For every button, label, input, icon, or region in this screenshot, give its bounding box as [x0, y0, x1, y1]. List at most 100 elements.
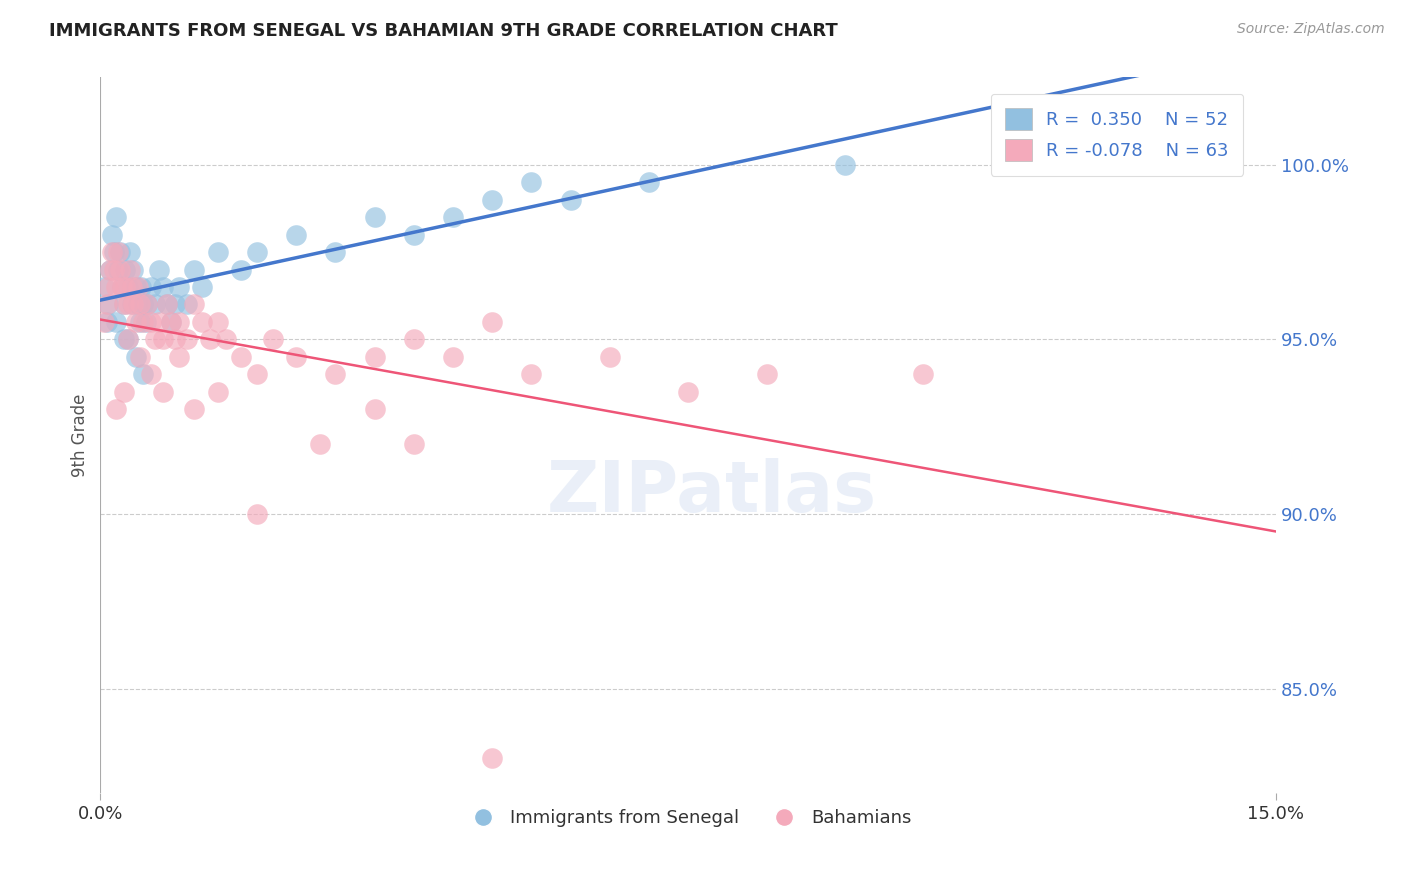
Point — [183, 262, 205, 277]
Point — [93, 280, 115, 294]
Point — [101, 245, 124, 260]
Point — [122, 262, 145, 277]
Point — [107, 245, 129, 260]
Point — [755, 368, 778, 382]
Point — [105, 315, 128, 329]
Point — [117, 332, 139, 346]
Point — [105, 210, 128, 224]
Point — [98, 262, 121, 277]
Point — [148, 315, 170, 329]
Point — [107, 262, 129, 277]
Y-axis label: 9th Grade: 9th Grade — [72, 393, 89, 477]
Point — [912, 368, 935, 382]
Point — [105, 280, 128, 294]
Point — [262, 332, 284, 346]
Point — [207, 315, 229, 329]
Point — [124, 350, 146, 364]
Point — [122, 297, 145, 311]
Point — [112, 384, 135, 399]
Point — [127, 280, 149, 294]
Point — [117, 280, 139, 294]
Point — [402, 332, 425, 346]
Point — [117, 332, 139, 346]
Point — [128, 315, 150, 329]
Point — [93, 315, 115, 329]
Point — [135, 315, 157, 329]
Text: IMMIGRANTS FROM SENEGAL VS BAHAMIAN 9TH GRADE CORRELATION CHART: IMMIGRANTS FROM SENEGAL VS BAHAMIAN 9TH … — [49, 22, 838, 40]
Point — [363, 210, 385, 224]
Point — [325, 245, 347, 260]
Point — [285, 350, 308, 364]
Point — [96, 315, 118, 329]
Point — [176, 297, 198, 311]
Point — [441, 350, 464, 364]
Point — [191, 280, 214, 294]
Point — [191, 315, 214, 329]
Point — [97, 297, 120, 311]
Point — [441, 210, 464, 224]
Point — [402, 227, 425, 242]
Point — [183, 297, 205, 311]
Point — [108, 262, 131, 277]
Point — [246, 507, 269, 521]
Point — [246, 368, 269, 382]
Point — [124, 280, 146, 294]
Point — [132, 368, 155, 382]
Point — [231, 262, 253, 277]
Point — [481, 751, 503, 765]
Point — [103, 245, 125, 260]
Point — [143, 297, 166, 311]
Point — [127, 297, 149, 311]
Point — [481, 193, 503, 207]
Point — [207, 384, 229, 399]
Point — [111, 280, 134, 294]
Point — [363, 350, 385, 364]
Point — [136, 297, 159, 311]
Point — [520, 368, 543, 382]
Point — [108, 245, 131, 260]
Point — [112, 297, 135, 311]
Point — [98, 262, 121, 277]
Point — [103, 262, 125, 277]
Point — [141, 280, 163, 294]
Point — [215, 332, 238, 346]
Point — [120, 262, 142, 277]
Point — [132, 297, 155, 311]
Point — [152, 332, 174, 346]
Point — [128, 297, 150, 311]
Point — [97, 280, 120, 294]
Point — [325, 368, 347, 382]
Point — [231, 350, 253, 364]
Point — [112, 297, 135, 311]
Point — [152, 384, 174, 399]
Point — [143, 332, 166, 346]
Point — [96, 297, 118, 311]
Point — [111, 280, 134, 294]
Point — [638, 175, 661, 189]
Point — [148, 262, 170, 277]
Point — [128, 350, 150, 364]
Point — [834, 158, 856, 172]
Point — [207, 245, 229, 260]
Point — [114, 262, 136, 277]
Point — [246, 245, 269, 260]
Point — [136, 297, 159, 311]
Point — [363, 402, 385, 417]
Point — [141, 315, 163, 329]
Point — [156, 297, 179, 311]
Point — [121, 297, 143, 311]
Point — [117, 297, 139, 311]
Point — [132, 315, 155, 329]
Point — [520, 175, 543, 189]
Point — [114, 280, 136, 294]
Point — [141, 368, 163, 382]
Text: ZIPatlas: ZIPatlas — [547, 458, 877, 527]
Point — [156, 297, 179, 311]
Point — [198, 332, 221, 346]
Point — [163, 297, 186, 311]
Point — [167, 315, 190, 329]
Point — [560, 193, 582, 207]
Point — [599, 350, 621, 364]
Point — [285, 227, 308, 242]
Point — [129, 280, 152, 294]
